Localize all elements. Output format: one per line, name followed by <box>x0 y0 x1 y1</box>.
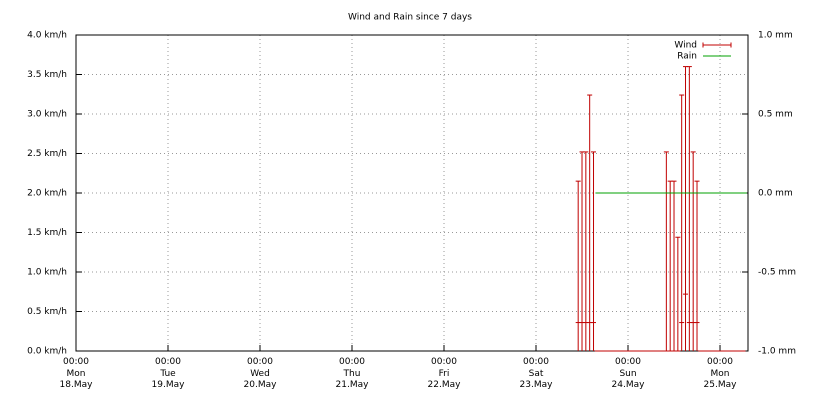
plot-frame <box>75 34 749 352</box>
y-tick-label: 1.5 km/h <box>27 228 67 238</box>
wind-bar <box>583 151 589 351</box>
y2-tick-label: -0.5 mm <box>758 268 796 278</box>
y-tick-label: 0.0 km/h <box>27 347 67 357</box>
y-tick-label: 3.0 km/h <box>27 110 67 120</box>
wind-bar <box>663 151 669 352</box>
y-tick-label: 1.0 km/h <box>27 268 67 278</box>
wind-bar <box>686 66 692 351</box>
y2-tick-label: 0.0 mm <box>758 189 793 199</box>
x-tick-label: 00:00 Fri 22.May <box>427 357 461 390</box>
x-tick-label: 00:00 Mon 18.May <box>59 357 93 390</box>
x-tick-label: 00:00 Sat 23.May <box>519 357 553 390</box>
wind-bar <box>667 180 673 352</box>
y-tick-label: 3.5 km/h <box>27 70 67 80</box>
wind-bar <box>587 94 593 351</box>
wind-bar <box>690 151 696 351</box>
wind-bar <box>694 180 700 351</box>
y-tick-label: 4.0 km/h <box>27 31 67 41</box>
legend-label: Rain <box>677 52 697 62</box>
x-tick-label: 00:00 Wed 20.May <box>243 357 277 390</box>
x-tick-label: 00:00 Mon 25.May <box>703 357 737 390</box>
wind-bar <box>671 180 677 352</box>
wind-bar <box>579 151 585 351</box>
wind-bar <box>591 151 597 351</box>
chart-title: Wind and Rain since 7 days <box>348 13 472 23</box>
wind-bar <box>679 94 685 351</box>
wind-bar <box>675 236 681 352</box>
y2-tick-label: 0.5 mm <box>758 110 793 120</box>
y2-tick-label: 1.0 mm <box>758 31 793 41</box>
y-tick-label: 2.5 km/h <box>27 149 67 159</box>
y-tick-label: 0.5 km/h <box>27 307 67 317</box>
y2-tick-label: -1.0 mm <box>758 347 796 357</box>
wind-bar <box>575 180 581 351</box>
legend-label: Wind <box>674 41 697 51</box>
wind-bar <box>683 66 689 351</box>
y-tick-label: 2.0 km/h <box>27 189 67 199</box>
x-tick-label: 00:00 Tue 19.May <box>151 357 185 390</box>
x-tick-label: 00:00 Sun 24.May <box>611 357 645 390</box>
x-tick-label: 00:00 Thu 21.May <box>335 357 369 390</box>
